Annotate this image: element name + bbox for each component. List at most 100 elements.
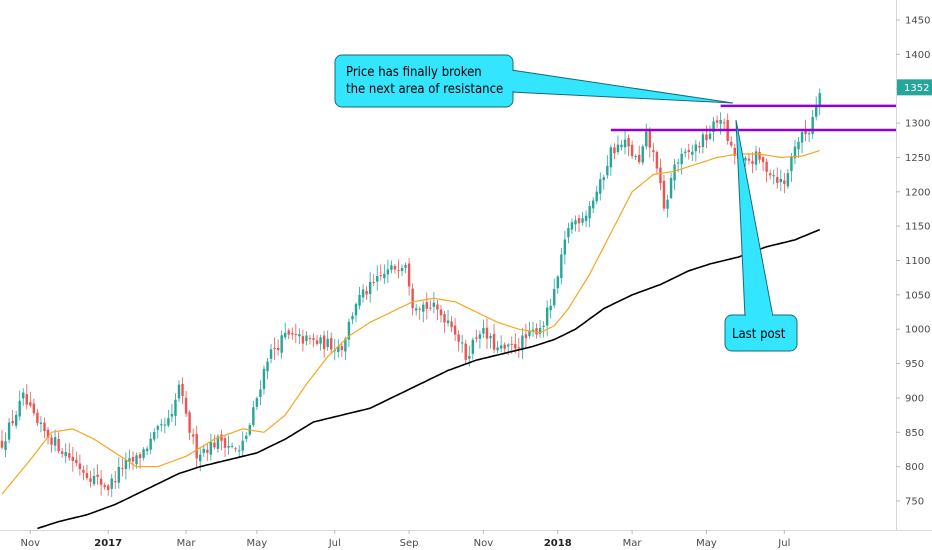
last-post-callout: Last post: [724, 119, 798, 352]
candle-body: [549, 305, 552, 311]
candle-body: [291, 332, 294, 335]
candle-body: [613, 147, 616, 154]
candle-body: [733, 147, 736, 156]
candle-body: [496, 347, 499, 351]
candle-body: [765, 161, 768, 172]
resistance-break-callout-box: [334, 54, 514, 108]
candle-body: [818, 93, 821, 107]
candle-body: [620, 144, 623, 148]
candle-body: [645, 131, 648, 147]
candle-body: [0, 440, 4, 448]
candle-body: [368, 281, 372, 295]
candle-body: [751, 161, 754, 164]
candle-body: [344, 338, 347, 352]
candle-body: [92, 475, 96, 485]
candle-body: [227, 446, 230, 448]
candle-body: [616, 144, 620, 153]
candle-body: [606, 165, 609, 176]
price-axis-tick-label: 1300: [905, 119, 930, 130]
price-axis-tick-label: 1250: [905, 153, 930, 164]
candle-body: [584, 215, 588, 221]
candle-body: [46, 429, 50, 438]
candle-body: [386, 269, 390, 275]
candle-body: [18, 400, 21, 417]
candle-body: [308, 337, 312, 339]
candle-body: [234, 448, 237, 450]
candle-body: [754, 151, 758, 165]
price-axis-tick-label: 900: [905, 393, 924, 404]
time-axis-tick-label: Sep: [400, 538, 419, 549]
time-axis-tick-label: Nov: [474, 538, 494, 549]
price-axis-tick-label: 1000: [905, 325, 930, 336]
candle-body: [691, 151, 694, 155]
candle-body: [450, 321, 453, 328]
resistance-break-callout-line-2: the next area of resistance: [346, 82, 503, 97]
price-axis-tick-label: 1150: [905, 222, 930, 233]
candle-body: [85, 473, 89, 479]
last-price-badge: 1352: [897, 79, 932, 96]
time-axis-tick-label: May: [696, 538, 717, 549]
candle-body: [719, 120, 722, 124]
candle-body: [503, 344, 506, 349]
candle-body: [340, 346, 344, 351]
candle-body: [184, 397, 188, 414]
price-axis-tick-label: 1400: [905, 50, 930, 61]
candle-body: [347, 321, 351, 340]
candle-body: [744, 157, 747, 161]
candle-body: [414, 308, 418, 311]
candle-body: [53, 437, 57, 446]
candle-body: [768, 173, 772, 176]
candle-body: [220, 434, 223, 441]
candle-body: [680, 153, 683, 165]
candle-body: [574, 220, 577, 225]
candle-body: [461, 342, 464, 344]
candle-body: [673, 164, 676, 181]
candle-body: [779, 178, 782, 183]
candle-body: [510, 343, 513, 345]
candle-body: [255, 398, 259, 407]
candle-body: [124, 460, 128, 469]
candle-body: [284, 332, 287, 338]
candle-body: [804, 130, 807, 135]
candle-body: [705, 134, 708, 141]
candle-body: [361, 289, 365, 298]
candle-body: [471, 339, 475, 354]
candle-body: [638, 154, 641, 163]
candle-body: [96, 474, 99, 477]
candle-body: [29, 402, 32, 406]
candle-body: [478, 334, 482, 339]
candle-body: [684, 151, 687, 154]
candle-body: [797, 141, 800, 150]
candle-body: [39, 422, 43, 425]
candle-body: [422, 304, 425, 312]
candle-body: [701, 134, 705, 148]
candle-body: [436, 304, 439, 310]
candle-body: [262, 368, 266, 389]
price-axis-tick-label: 750: [905, 497, 924, 508]
candle-body: [4, 441, 7, 451]
time-axis-tick-label: May: [247, 538, 268, 549]
candle-body: [443, 313, 446, 323]
price-axis-tick-label: 800: [905, 462, 924, 473]
candle-body: [383, 273, 386, 279]
candle-body: [7, 422, 11, 440]
candle-body: [99, 478, 103, 485]
candle-body: [514, 344, 517, 349]
candle-body: [128, 458, 131, 462]
candle-body: [78, 463, 82, 470]
candle-body: [379, 275, 382, 277]
candle-body: [553, 289, 556, 306]
candle-body: [43, 422, 46, 431]
candle-body: [722, 122, 726, 124]
candle-body: [322, 335, 326, 350]
candle-body: [372, 281, 375, 283]
candle-body: [457, 334, 460, 342]
candle-body: [245, 435, 248, 439]
candle-body: [107, 485, 110, 491]
candle-body: [556, 276, 559, 289]
candle-body: [407, 263, 411, 287]
time-axis-tick-label: Nov: [21, 538, 41, 549]
candle-body: [82, 469, 85, 473]
candle-body: [708, 133, 712, 139]
candle-body: [32, 403, 36, 414]
